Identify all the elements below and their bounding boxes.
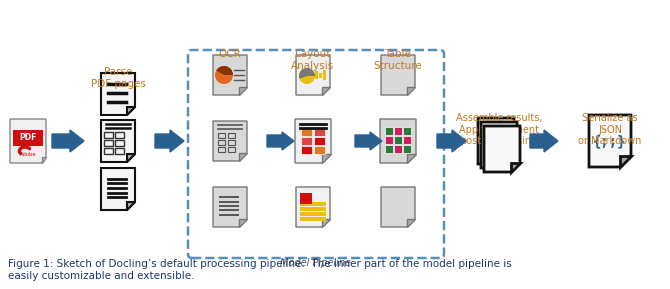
Bar xyxy=(300,193,312,204)
Bar xyxy=(314,128,325,136)
Bar xyxy=(104,140,113,145)
Bar xyxy=(218,132,224,138)
Polygon shape xyxy=(407,154,416,163)
Text: Figure 1: Sketch of Docling’s default processing pipeline.  The inner part of th: Figure 1: Sketch of Docling’s default pr… xyxy=(8,260,512,281)
Polygon shape xyxy=(380,119,416,163)
Text: OCR: OCR xyxy=(218,49,241,59)
Polygon shape xyxy=(295,119,331,163)
Bar xyxy=(228,140,234,144)
FancyArrow shape xyxy=(530,130,558,152)
Bar xyxy=(385,136,393,144)
Polygon shape xyxy=(239,219,247,227)
Bar xyxy=(394,136,402,144)
Polygon shape xyxy=(213,55,247,95)
Bar xyxy=(300,217,326,221)
Polygon shape xyxy=(407,219,415,227)
Polygon shape xyxy=(322,219,330,227)
Bar xyxy=(228,132,234,138)
Bar xyxy=(228,147,234,151)
Circle shape xyxy=(299,68,315,84)
Bar xyxy=(394,127,402,135)
FancyArrow shape xyxy=(267,132,294,150)
Bar xyxy=(104,131,113,138)
Text: Layout
Analysis: Layout Analysis xyxy=(291,49,334,71)
Text: Assemble results,
Apply document
post-processing: Assemble results, Apply document post-pr… xyxy=(456,113,542,146)
Bar xyxy=(315,71,318,79)
Polygon shape xyxy=(511,163,520,172)
Wedge shape xyxy=(299,68,315,79)
Bar xyxy=(385,127,393,135)
FancyArrow shape xyxy=(52,130,84,152)
Bar xyxy=(301,137,312,145)
Bar xyxy=(115,131,124,138)
Polygon shape xyxy=(508,159,517,168)
Polygon shape xyxy=(296,55,330,95)
Polygon shape xyxy=(478,118,514,164)
Text: Serialize as
JSON
or Markdown: Serialize as JSON or Markdown xyxy=(578,113,642,146)
FancyArrow shape xyxy=(355,132,382,150)
Polygon shape xyxy=(505,155,514,164)
Polygon shape xyxy=(101,73,135,115)
Bar xyxy=(104,147,113,153)
Bar xyxy=(301,146,312,154)
Bar xyxy=(403,145,411,153)
Polygon shape xyxy=(589,115,631,167)
Bar xyxy=(403,127,411,135)
Polygon shape xyxy=(239,153,247,161)
Bar xyxy=(115,140,124,145)
Polygon shape xyxy=(381,187,415,227)
Polygon shape xyxy=(407,87,415,95)
Bar xyxy=(319,73,322,77)
Bar xyxy=(323,70,326,80)
Text: {;;}: {;;} xyxy=(593,134,626,148)
Polygon shape xyxy=(239,87,247,95)
FancyArrow shape xyxy=(155,130,184,152)
Polygon shape xyxy=(296,187,330,227)
Polygon shape xyxy=(101,168,135,210)
Polygon shape xyxy=(127,154,135,162)
Polygon shape xyxy=(10,119,46,163)
Polygon shape xyxy=(213,121,247,161)
Polygon shape xyxy=(484,126,520,172)
Polygon shape xyxy=(127,107,135,115)
Polygon shape xyxy=(481,122,517,168)
Text: Model Pipeline: Model Pipeline xyxy=(281,258,352,268)
Bar xyxy=(314,137,325,145)
Bar xyxy=(115,147,124,153)
Polygon shape xyxy=(42,157,46,163)
Text: Parse
PDF pages: Parse PDF pages xyxy=(90,67,145,89)
Bar xyxy=(301,128,312,136)
Polygon shape xyxy=(213,187,247,227)
Polygon shape xyxy=(322,87,330,95)
Bar xyxy=(13,130,43,146)
Bar xyxy=(314,146,325,154)
Circle shape xyxy=(215,66,233,84)
Bar xyxy=(218,140,224,144)
Text: Table
Structure: Table Structure xyxy=(374,49,422,71)
Polygon shape xyxy=(381,55,415,95)
Polygon shape xyxy=(127,202,135,210)
Text: PDF: PDF xyxy=(19,132,37,142)
Bar xyxy=(300,202,326,206)
Text: Adobe: Adobe xyxy=(19,153,36,158)
Wedge shape xyxy=(216,66,233,75)
Bar xyxy=(300,207,326,211)
Polygon shape xyxy=(101,120,135,162)
Bar xyxy=(218,147,224,151)
Bar xyxy=(403,136,411,144)
Polygon shape xyxy=(620,156,631,167)
Bar xyxy=(394,145,402,153)
Bar xyxy=(300,212,326,216)
Polygon shape xyxy=(322,154,331,163)
FancyArrow shape xyxy=(437,130,466,152)
Bar xyxy=(385,145,393,153)
